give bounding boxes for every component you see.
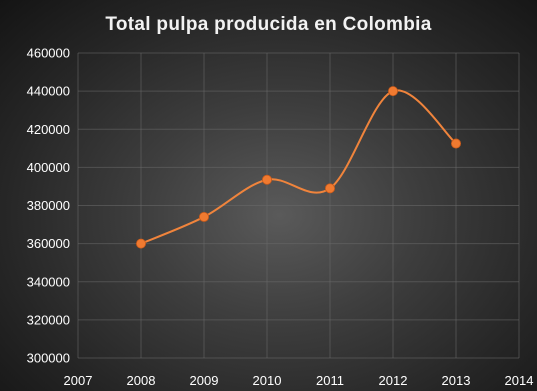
data-point xyxy=(198,211,209,222)
data-point xyxy=(324,183,335,194)
y-tick-label: 300000 xyxy=(27,351,70,366)
y-tick-label: 360000 xyxy=(27,236,70,251)
data-point xyxy=(450,138,461,149)
x-tick-label: 2009 xyxy=(190,373,219,388)
chart-title: Total pulpa producida en Colombia xyxy=(105,14,432,35)
x-tick-label: 2012 xyxy=(379,373,408,388)
data-point xyxy=(261,174,272,185)
x-tick-label: 2007 xyxy=(64,373,93,388)
y-tick-label: 340000 xyxy=(27,274,70,289)
grid-lines xyxy=(77,52,520,359)
x-tick-label: 2008 xyxy=(127,373,156,388)
y-tick-label: 380000 xyxy=(27,198,70,213)
y-tick-label: 440000 xyxy=(27,84,70,99)
y-tick-label: 400000 xyxy=(27,160,70,175)
x-tick-label: 2013 xyxy=(442,373,471,388)
data-point xyxy=(135,238,146,249)
x-tick-label: 2014 xyxy=(505,373,534,388)
axis-labels: 300000 320000 340000 360000 380000 400000 4200… xyxy=(27,46,534,389)
x-tick-label: 2011 xyxy=(316,373,344,388)
x-tick-label: 2010 xyxy=(253,373,282,388)
data-point xyxy=(387,86,398,97)
series-layer xyxy=(135,86,461,249)
y-tick-label: 320000 xyxy=(27,312,70,327)
y-tick-label: 420000 xyxy=(27,122,70,137)
y-tick-label: 460000 xyxy=(27,46,70,61)
